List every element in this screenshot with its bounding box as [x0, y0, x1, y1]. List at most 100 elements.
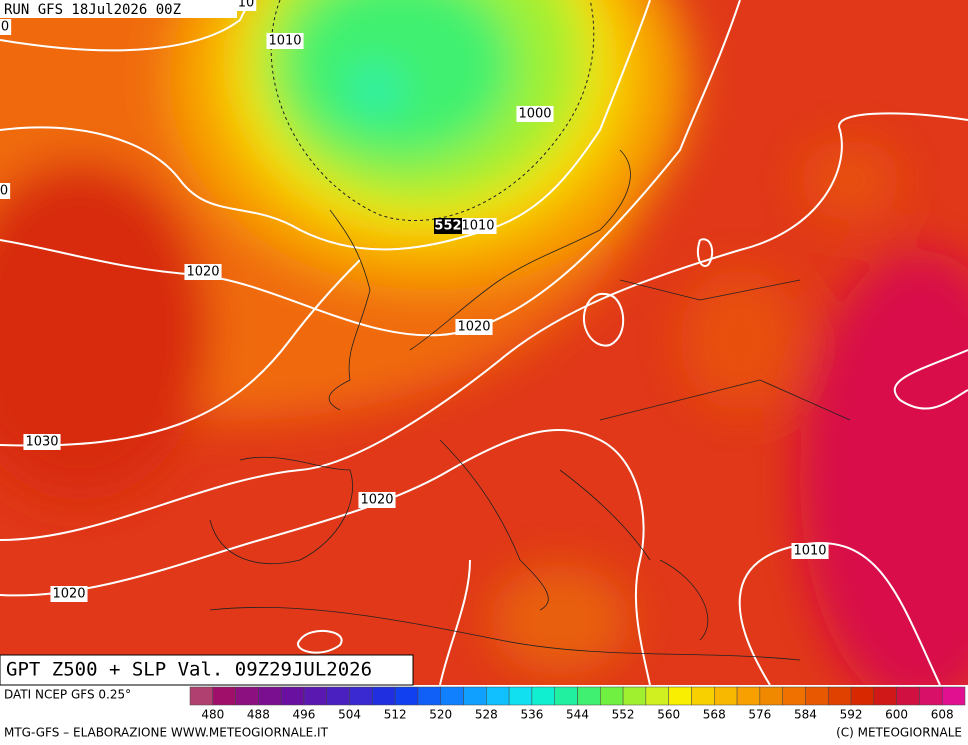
color-swatch	[873, 686, 897, 706]
color-swatch	[736, 686, 761, 706]
scale-tick-label: 568	[703, 708, 726, 722]
isobar-label-bg	[459, 218, 497, 234]
scale-tick-label: 528	[475, 708, 498, 722]
z500-label-bg	[434, 218, 462, 234]
color-swatch	[668, 686, 692, 706]
scale-tick-label: 600	[885, 708, 908, 722]
color-swatch	[372, 686, 396, 706]
isobar-label: 1020	[360, 493, 393, 508]
isobar-label-group: 1010	[459, 218, 497, 234]
isobar-label: 10	[238, 0, 255, 11]
run-label: RUN GFS 18Jul2026 00Z	[4, 2, 181, 18]
isobar-label-bg	[358, 492, 396, 508]
isobar-label-bg	[791, 543, 829, 559]
isobar-label: 1010	[461, 219, 494, 234]
color-swatch	[759, 686, 783, 706]
scale-tick-label: 496	[293, 708, 316, 722]
isobar-label-bg	[0, 183, 11, 199]
scale-tick-label: 560	[657, 708, 680, 722]
scale-tick-label: 608	[931, 708, 954, 722]
color-swatch	[714, 686, 738, 706]
scale-tick-label: 536	[520, 708, 543, 722]
color-swatch	[941, 686, 966, 706]
color-swatch	[417, 686, 441, 706]
isobar-label-bg	[235, 0, 257, 11]
isobar-label: 1020	[186, 265, 219, 280]
map-title: GPT Z500 + SLP Val. 09Z29JUL2026	[6, 659, 372, 681]
isobar-label-group: 1020	[358, 492, 396, 508]
isobar-label: 1030	[25, 435, 58, 450]
isobar-label-bg	[184, 264, 222, 280]
scale-tick-label: 544	[566, 708, 589, 722]
credit: MTG-GFS – ELABORAZIONE WWW.METEOGIORNALE…	[4, 726, 329, 740]
color-swatch	[326, 686, 350, 706]
color-swatch	[235, 686, 259, 706]
color-swatch	[349, 686, 373, 706]
isobar-label: 0	[1, 20, 9, 35]
color-swatch	[782, 686, 806, 706]
z500-label-group: 552	[434, 218, 462, 234]
scale-tick-label: 576	[748, 708, 771, 722]
color-swatch	[508, 686, 533, 706]
isobar-label: 1000	[518, 107, 551, 122]
isobar-label-bg	[516, 106, 554, 122]
scale-tick-label: 504	[338, 708, 361, 722]
run-box	[0, 0, 237, 18]
scale-tick-label: 480	[201, 708, 224, 722]
isobar-label-group: 1010	[266, 33, 304, 49]
scale-tick-label: 592	[840, 708, 863, 722]
color-swatch	[189, 686, 214, 706]
isobar-label-group: 1020	[184, 264, 222, 280]
color-swatch	[303, 686, 328, 706]
color-swatch	[645, 686, 669, 706]
color-swatch	[577, 686, 601, 706]
color-swatch	[212, 686, 236, 706]
color-swatch	[258, 686, 282, 706]
color-swatch	[919, 686, 943, 706]
scale-tick-label: 488	[247, 708, 270, 722]
isobar-label: 1010	[793, 544, 826, 559]
scale-tick-label: 520	[429, 708, 452, 722]
color-swatch	[531, 686, 555, 706]
isobar-label-bg	[266, 33, 304, 49]
isobar-label-group: 1020	[50, 586, 88, 602]
z500-label: 552	[434, 219, 461, 234]
source-label: DATI NCEP GFS 0.25°	[4, 688, 131, 702]
isobar-label-bg	[0, 19, 12, 35]
isobar-label: 1020	[52, 587, 85, 602]
color-swatch	[805, 686, 829, 706]
isobar-label: 0	[0, 184, 8, 199]
copyright: (C) METEOGIORNALE	[836, 726, 962, 740]
color-swatch	[600, 686, 624, 706]
color-swatch	[622, 686, 647, 706]
color-swatch	[554, 686, 578, 706]
scale-tick-label: 512	[384, 708, 407, 722]
color-swatch	[463, 686, 487, 706]
isobar-label-bg	[455, 319, 493, 335]
field	[0, 0, 968, 685]
isobar-label-group: 1030	[23, 434, 61, 450]
color-swatch	[394, 686, 419, 706]
isobar-label-bg	[50, 586, 88, 602]
isobar-label-bg	[23, 434, 61, 450]
color-swatch	[850, 686, 875, 706]
color-swatch	[440, 686, 464, 706]
isobar-label-group: 10	[235, 0, 257, 11]
scale-tick-label: 584	[794, 708, 817, 722]
color-swatch	[896, 686, 920, 706]
isobar-label-group: 1000	[516, 106, 554, 122]
color-swatch	[827, 686, 852, 706]
isobar-label: 1020	[457, 320, 490, 335]
color-swatch	[486, 686, 510, 706]
color-swatch	[691, 686, 715, 706]
isobar-label-group: 1010	[791, 543, 829, 559]
isobar-label-group: 1020	[455, 319, 493, 335]
isobar-label: 1010	[268, 34, 301, 49]
scale-tick-label: 552	[612, 708, 635, 722]
color-swatch	[280, 686, 305, 706]
isobar-label-group: 0	[0, 183, 11, 199]
title-box	[0, 654, 414, 686]
isobar-label-group: 0	[0, 19, 12, 35]
